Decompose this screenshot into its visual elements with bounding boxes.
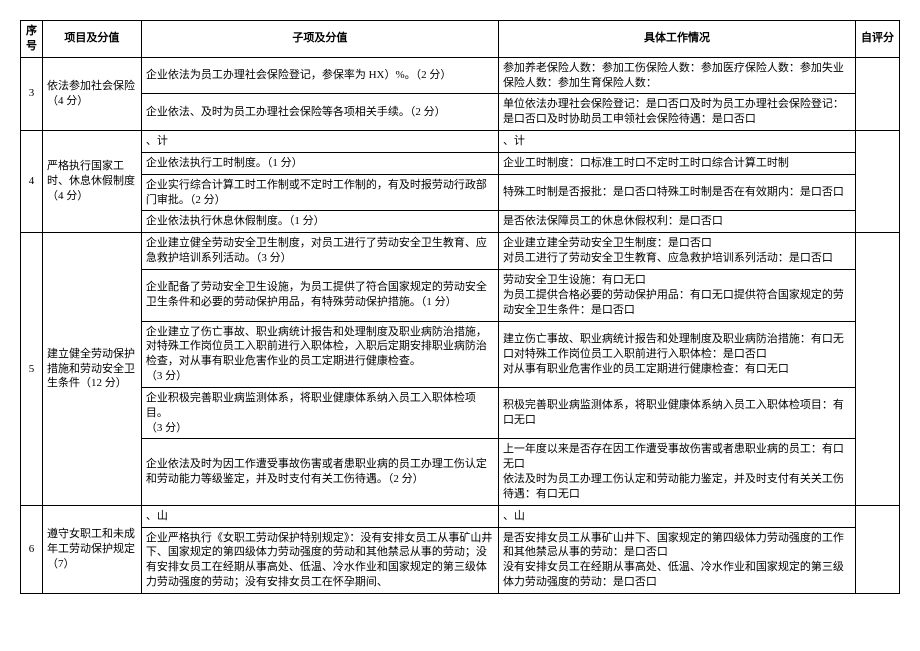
detail-cell: 企业工时制度：口标准工时口不定时工时口综合计算工时制	[498, 152, 855, 174]
detail-cell: 、山	[498, 505, 855, 527]
score-cell	[856, 505, 900, 593]
subitem-cell: 企业严格执行《女职工劳动保护特别规定》：没有安排女员工从事矿山井下、国家规定的第…	[141, 527, 498, 593]
seq-cell: 5	[21, 233, 43, 506]
detail-cell: 积极完善职业病监测体系，将职业健康体系纳入员工入职体检项目：有口无口	[498, 387, 855, 439]
table-row: 企业依法执行工时制度。（1 分）企业工时制度：口标准工时口不定时工时口综合计算工…	[21, 152, 900, 174]
table-row: 6遵守女职工和未成年工劳动保护规定（7）、山、山	[21, 505, 900, 527]
header-project: 项目及分值	[42, 21, 141, 58]
table-row: 4严格执行国家工时、休息休假制度（4 分）、计、计	[21, 131, 900, 153]
subitem-cell: 企业依法、及时为员工办理社会保险等各项相关手续。（2 分）	[141, 94, 498, 131]
table-row: 企业积极完善职业病监测体系，将职业健康体系纳入员工入职体检项目。 （3 分）积极…	[21, 387, 900, 439]
project-cell: 遵守女职工和未成年工劳动保护规定（7）	[42, 505, 141, 593]
table-row: 企业依法、及时为员工办理社会保险等各项相关手续。（2 分）单位依法办理社会保险登…	[21, 94, 900, 131]
header-seq: 序号	[21, 21, 43, 58]
table-row: 企业建立了伤亡事故、职业病统计报告和处理制度及职业病防治措施，对特殊工作岗位员工…	[21, 321, 900, 387]
subitem-cell: 企业依法执行休息休假制度。（1 分）	[141, 211, 498, 233]
subitem-cell: 企业依法为员工办理社会保险登记，参保率为 HX）%。（2 分）	[141, 57, 498, 94]
seq-cell: 3	[21, 57, 43, 130]
header-sub: 子项及分值	[141, 21, 498, 58]
score-cell	[856, 57, 900, 130]
detail-cell: 企业建立建全劳动安全卫生制度：是口否口 对员工进行了劳动安全卫生教育、应急救护培…	[498, 233, 855, 270]
assessment-table: 序号 项目及分值 子项及分值 具体工作情况 自评分 3依法参加社会保险（4 分）…	[20, 20, 900, 594]
detail-cell: 单位依法办理社会保险登记：是口否口及时为员工办理社会保险登记：是口否口及时协助员…	[498, 94, 855, 131]
table-row: 5建立健全劳动保护措施和劳动安全卫生条件（12 分）企业建立健全劳动安全卫生制度…	[21, 233, 900, 270]
subitem-cell: 企业配备了劳动安全卫生设施，为员工提供了符合国家规定的劳动安全卫生条件和必要的劳…	[141, 269, 498, 321]
subitem-cell: 企业实行综合计算工时工作制或不定时工作制的，有及时报劳动行政部门审批。（2 分）	[141, 174, 498, 211]
subitem-cell: 企业积极完善职业病监测体系，将职业健康体系纳入员工入职体检项目。 （3 分）	[141, 387, 498, 439]
subitem-cell: 、计	[141, 131, 498, 153]
seq-cell: 6	[21, 505, 43, 593]
seq-cell: 4	[21, 131, 43, 233]
table-row: 企业依法及时为因工作遭受事故伤害或者患职业病的员工办理工伤认定和劳动能力等级鉴定…	[21, 439, 900, 505]
subitem-cell: 企业建立健全劳动安全卫生制度，对员工进行了劳动安全卫生教育、应急救护培训系列活动…	[141, 233, 498, 270]
detail-cell: 劳动安全卫生设施：有口无口 为员工提供合格必要的劳动保护用品：有口无口提供符合国…	[498, 269, 855, 321]
detail-cell: 是否依法保障员工的休息休假权利：是口否口	[498, 211, 855, 233]
table-row: 企业实行综合计算工时工作制或不定时工作制的，有及时报劳动行政部门审批。（2 分）…	[21, 174, 900, 211]
table-row: 企业严格执行《女职工劳动保护特别规定》：没有安排女员工从事矿山井下、国家规定的第…	[21, 527, 900, 593]
detail-cell: 建立伤亡事故、职业病统计报告和处理制度及职业病防治措施：有口无口对特殊工作岗位员…	[498, 321, 855, 387]
detail-cell: 是否安排女员工从事矿山井下、国家规定的第四级体力劳动强度的工作和其他禁忌从事的劳…	[498, 527, 855, 593]
score-cell	[856, 131, 900, 233]
table-row: 企业配备了劳动安全卫生设施，为员工提供了符合国家规定的劳动安全卫生条件和必要的劳…	[21, 269, 900, 321]
subitem-cell: 企业建立了伤亡事故、职业病统计报告和处理制度及职业病防治措施，对特殊工作岗位员工…	[141, 321, 498, 387]
detail-cell: 参加养老保险人数：参加工伤保险人数：参加医疗保险人数：参加失业保险人数：参加生育…	[498, 57, 855, 94]
detail-cell: 、计	[498, 131, 855, 153]
header-score: 自评分	[856, 21, 900, 58]
score-cell	[856, 233, 900, 506]
project-cell: 依法参加社会保险（4 分）	[42, 57, 141, 130]
detail-cell: 上一年度以来是否存在因工作遭受事故伤害或者患职业病的员工：有口无口 依法及时为员…	[498, 439, 855, 505]
project-cell: 严格执行国家工时、休息休假制度（4 分）	[42, 131, 141, 233]
project-cell: 建立健全劳动保护措施和劳动安全卫生条件（12 分）	[42, 233, 141, 506]
header-detail: 具体工作情况	[498, 21, 855, 58]
subitem-cell: 、山	[141, 505, 498, 527]
table-row: 3依法参加社会保险（4 分）企业依法为员工办理社会保险登记，参保率为 HX）%。…	[21, 57, 900, 94]
table-row: 企业依法执行休息休假制度。（1 分）是否依法保障员工的休息休假权利：是口否口	[21, 211, 900, 233]
subitem-cell: 企业依法执行工时制度。（1 分）	[141, 152, 498, 174]
detail-cell: 特殊工时制是否报批：是口否口特殊工时制是否在有效期内：是口否口	[498, 174, 855, 211]
subitem-cell: 企业依法及时为因工作遭受事故伤害或者患职业病的员工办理工伤认定和劳动能力等级鉴定…	[141, 439, 498, 505]
